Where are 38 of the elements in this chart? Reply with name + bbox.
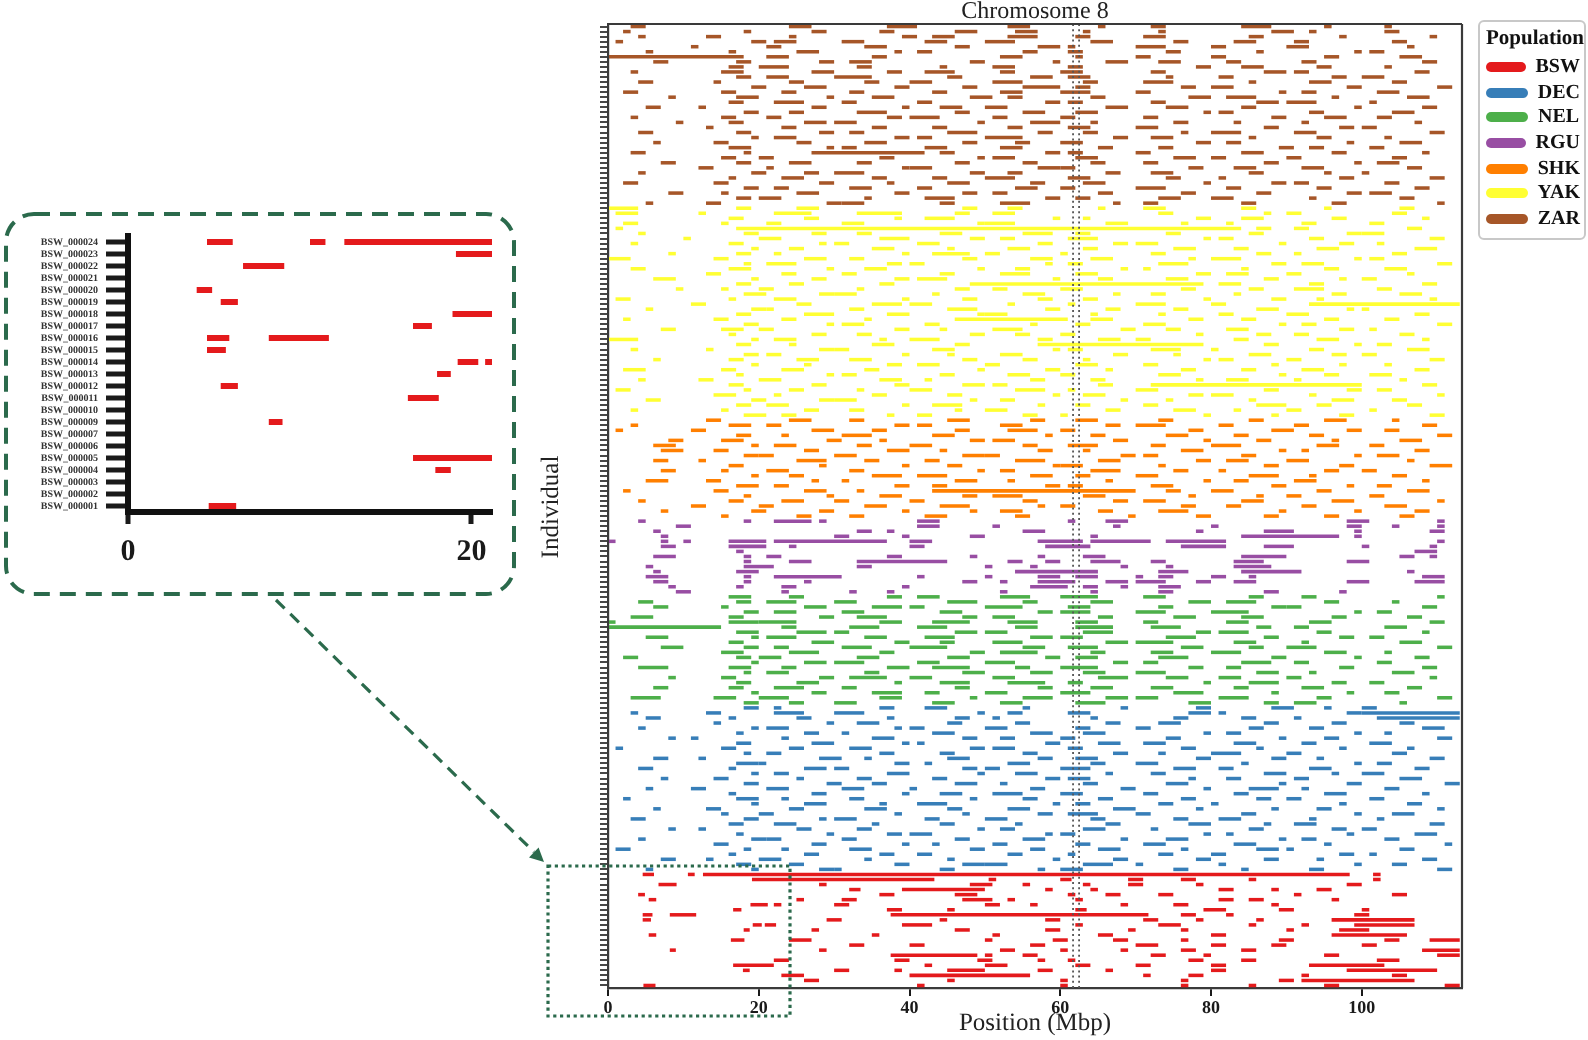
legend-title: Population <box>1486 26 1585 54</box>
bar <box>220 383 238 389</box>
bar <box>208 503 237 509</box>
bar <box>310 239 326 245</box>
bar <box>196 287 213 293</box>
x-tick-label: 20 <box>749 997 769 1018</box>
x-tick-label: 0 <box>120 535 136 568</box>
bar <box>413 455 492 461</box>
x-tick-label: 40 <box>900 997 920 1018</box>
bar <box>413 323 432 329</box>
chart-title: Chromosome 8 <box>961 0 1109 24</box>
x-tick-label: 0 <box>603 997 614 1018</box>
legend-label: SHK <box>1537 157 1580 180</box>
legend-label: NEL <box>1538 106 1580 129</box>
bar <box>206 239 233 245</box>
bar <box>435 467 451 473</box>
y-axis-title: Individual <box>536 454 567 558</box>
bar <box>485 359 492 365</box>
bar <box>452 311 492 317</box>
bar <box>437 371 451 377</box>
legend-label: BSW <box>1535 55 1580 78</box>
legend-label: ZAR <box>1537 207 1580 230</box>
legend-label: RGU <box>1535 131 1580 154</box>
bar <box>206 335 230 341</box>
x-tick-label: 100 <box>1348 997 1377 1018</box>
bar <box>344 239 492 245</box>
legend-label: YAK <box>1537 182 1580 205</box>
bar <box>206 347 226 353</box>
bar <box>457 359 479 365</box>
x-tick-label: 80 <box>1202 997 1221 1018</box>
bar <box>220 299 238 305</box>
bar <box>243 263 285 269</box>
bar <box>268 335 329 341</box>
bar <box>268 419 283 425</box>
x-tick-label: 20 <box>456 535 487 568</box>
legend-label: DEC <box>1537 81 1580 104</box>
bar <box>407 395 439 401</box>
bar <box>455 251 492 257</box>
